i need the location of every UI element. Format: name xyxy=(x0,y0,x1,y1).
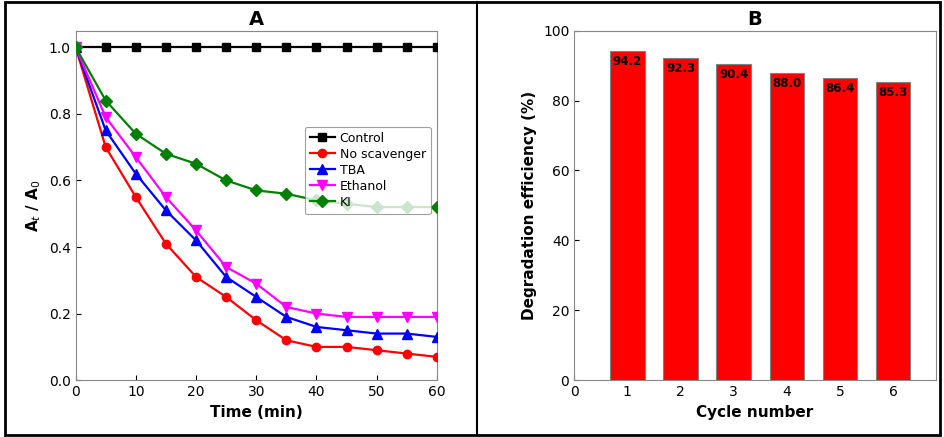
Text: 90.4: 90.4 xyxy=(718,68,748,81)
KI xyxy=(130,131,142,136)
Legend: Control, No scavenger, TBA, Ethanol, KI: Control, No scavenger, TBA, Ethanol, KI xyxy=(304,127,430,214)
Bar xyxy=(768,73,803,380)
Text: 86.4: 86.4 xyxy=(824,82,853,95)
No scavenger xyxy=(250,318,261,323)
TBA xyxy=(400,331,412,336)
No scavenger xyxy=(130,194,142,200)
Control xyxy=(400,45,412,50)
TBA xyxy=(341,328,352,333)
Title: B: B xyxy=(747,10,762,29)
Ethanol xyxy=(220,264,231,270)
Ethanol xyxy=(280,304,292,309)
KI xyxy=(220,178,231,183)
Ethanol xyxy=(190,228,201,233)
No scavenger xyxy=(430,354,442,360)
Ethanol xyxy=(70,45,81,50)
Y-axis label: A$_t$ / A$_0$: A$_t$ / A$_0$ xyxy=(25,179,43,232)
No scavenger xyxy=(371,347,382,353)
TBA xyxy=(311,324,322,329)
Control xyxy=(100,45,111,50)
KI xyxy=(430,205,442,210)
No scavenger xyxy=(100,145,111,150)
No scavenger xyxy=(400,351,412,356)
Control xyxy=(190,45,201,50)
Control xyxy=(220,45,231,50)
Ethanol xyxy=(130,155,142,160)
KI xyxy=(190,161,201,166)
X-axis label: Time (min): Time (min) xyxy=(210,405,302,420)
Bar xyxy=(716,64,750,380)
KI xyxy=(70,45,81,50)
Ethanol xyxy=(160,194,172,200)
TBA xyxy=(70,45,81,50)
Text: 94.2: 94.2 xyxy=(612,55,641,68)
TBA xyxy=(250,295,261,300)
Control xyxy=(311,45,322,50)
Line: Ethanol: Ethanol xyxy=(71,42,441,322)
Line: No scavenger: No scavenger xyxy=(72,43,441,361)
Ethanol xyxy=(400,314,412,319)
TBA xyxy=(280,314,292,319)
Text: 85.3: 85.3 xyxy=(878,86,906,99)
KI xyxy=(280,191,292,196)
Ethanol xyxy=(250,281,261,286)
Ethanol xyxy=(311,311,322,316)
Y-axis label: Degradation efficiency (%): Degradation efficiency (%) xyxy=(522,91,537,320)
KI xyxy=(160,151,172,156)
KI xyxy=(341,201,352,206)
TBA xyxy=(100,128,111,133)
Control xyxy=(160,45,172,50)
Text: 92.3: 92.3 xyxy=(666,62,695,75)
TBA xyxy=(430,334,442,340)
No scavenger xyxy=(311,344,322,350)
Title: A: A xyxy=(248,10,263,29)
KI xyxy=(400,205,412,210)
Ethanol xyxy=(430,314,442,319)
Text: 88.0: 88.0 xyxy=(771,77,801,90)
No scavenger xyxy=(160,241,172,246)
X-axis label: Cycle number: Cycle number xyxy=(696,405,813,420)
Control xyxy=(250,45,261,50)
No scavenger xyxy=(220,295,231,300)
KI xyxy=(371,205,382,210)
KI xyxy=(250,188,261,193)
No scavenger xyxy=(280,338,292,343)
Bar xyxy=(663,58,697,380)
KI xyxy=(100,98,111,103)
Ethanol xyxy=(100,114,111,120)
Bar xyxy=(610,51,644,380)
Control xyxy=(371,45,382,50)
No scavenger xyxy=(70,45,81,50)
Control xyxy=(70,45,81,50)
TBA xyxy=(160,208,172,213)
Control xyxy=(130,45,142,50)
Line: KI: KI xyxy=(72,43,441,211)
Bar xyxy=(875,82,909,380)
Control xyxy=(430,45,442,50)
TBA xyxy=(220,274,231,280)
Line: Control: Control xyxy=(72,43,441,52)
No scavenger xyxy=(341,344,352,350)
TBA xyxy=(130,171,142,177)
Ethanol xyxy=(341,314,352,319)
Ethanol xyxy=(371,314,382,319)
Control xyxy=(341,45,352,50)
TBA xyxy=(371,331,382,336)
Line: TBA: TBA xyxy=(71,42,441,342)
No scavenger xyxy=(190,274,201,280)
Control xyxy=(280,45,292,50)
TBA xyxy=(190,238,201,243)
KI xyxy=(311,198,322,203)
Bar xyxy=(822,78,856,380)
